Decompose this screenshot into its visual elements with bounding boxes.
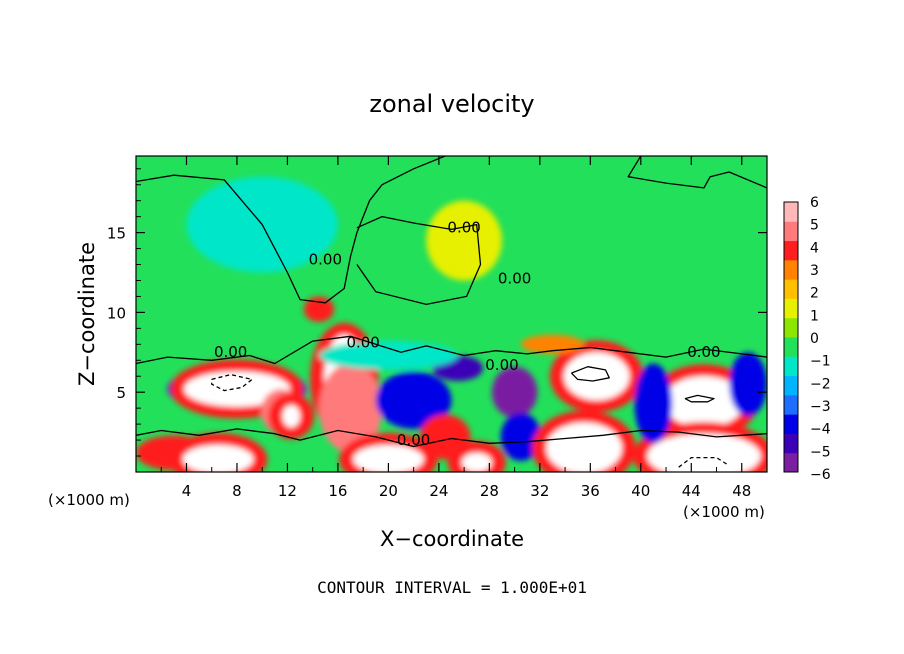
contour-line (356, 215, 482, 306)
colorbar-segment (784, 356, 798, 377)
colorbar-tick-label: −5 (810, 444, 831, 460)
contour-line (570, 366, 610, 382)
velocity-cell (282, 404, 301, 428)
velocity-cell (461, 452, 492, 472)
velocity-cell (500, 412, 542, 461)
velocity-cell (729, 352, 767, 417)
colorbar-tick-label: −2 (810, 376, 831, 392)
velocity-cell (303, 296, 335, 322)
velocity-cell (375, 371, 452, 429)
colorbar-tick-label: −4 (810, 422, 831, 438)
colorbar-segment (784, 394, 798, 415)
y-tick-label: 5 (116, 384, 126, 402)
colorbar-tick-label: −1 (810, 354, 831, 370)
colorbar-segment (784, 375, 798, 396)
colorbar-tick-label: 6 (810, 195, 819, 211)
chart-title: zonal velocity (369, 90, 534, 118)
y-tick-label: 15 (107, 225, 126, 243)
x-tick-label: 48 (732, 482, 751, 500)
colorbar-tick-label: 3 (810, 263, 819, 279)
colorbar-segment (784, 221, 798, 242)
x-tick-label: 20 (379, 482, 398, 500)
contour-label: 0.00 (346, 334, 379, 352)
contour-interval-footer: CONTOUR INTERVAL = 1.000E+01 (317, 578, 587, 597)
y-axis-label: Z−coordinate (75, 242, 99, 386)
x-tick-label: 8 (232, 482, 242, 500)
colorbar-segment (784, 317, 798, 338)
plot-frame (135, 155, 768, 473)
velocity-cell (353, 444, 424, 472)
contour-label: 0.00 (447, 219, 480, 237)
colorbar-segment (784, 202, 798, 222)
contour-label: 0.00 (687, 343, 720, 361)
colorbar-segment (784, 337, 798, 357)
colorbar-segment (784, 433, 798, 454)
colorbar-segment (784, 298, 798, 319)
x-axis-label: X−coordinate (380, 527, 524, 551)
contour-line (136, 156, 446, 304)
negative-contour-line (678, 456, 730, 468)
plot-area: 0.00 0.00 0.00 0.00 0.00 0.00 0.00 0.00 (136, 156, 767, 472)
velocity-cell (318, 363, 383, 453)
x-tick-label: 16 (328, 482, 347, 500)
velocity-cell (183, 371, 290, 407)
velocity-cell (647, 433, 761, 472)
velocity-cell (563, 352, 630, 401)
colorbar-tick-label: 1 (810, 308, 819, 324)
x-axis-unit-right: (×1000 m) (683, 503, 765, 521)
contour-label: 0.00 (485, 356, 518, 374)
contour-line (627, 156, 767, 189)
colorbar-frame (783, 201, 799, 473)
colorbar-tick-label: −3 (810, 399, 831, 415)
velocity-cell (182, 444, 254, 472)
x-tick-label: 24 (429, 482, 448, 500)
colorbar-segment (784, 259, 798, 280)
contour-label: 0.00 (309, 251, 342, 269)
velocity-cell (318, 341, 458, 370)
colorbar-segment (784, 452, 798, 473)
x-tick-label: 36 (581, 482, 600, 500)
x-tick-label: 4 (182, 482, 192, 500)
x-tick-label: 28 (480, 482, 499, 500)
x-tick-label: 12 (278, 482, 297, 500)
colorbar-tick-label: 5 (810, 218, 819, 234)
colorbar-segment (784, 414, 798, 434)
x-axis-unit-left: (×1000 m) (48, 491, 130, 509)
colorbar-tick-label: 4 (810, 240, 819, 256)
velocity-cell (419, 414, 471, 460)
colorbar-segment (784, 240, 798, 261)
contour-label: 0.00 (498, 270, 531, 288)
colorbar-tick-label: −6 (810, 467, 831, 483)
velocity-cell (546, 422, 622, 472)
y-tick-label: 10 (107, 304, 126, 322)
contour-line (684, 394, 715, 403)
x-tick-label: 32 (530, 482, 549, 500)
contour-line (136, 335, 767, 365)
velocity-cell (426, 200, 502, 281)
contour-line (136, 428, 767, 448)
colorbar-tick-label: 0 (810, 331, 819, 347)
colorbar-segment (784, 279, 798, 299)
contour-label: 0.00 (397, 431, 430, 449)
velocity-cell (634, 363, 673, 444)
colorbar: 6 5 4 3 2 1 0 −1 −2 −3 −4 −5 −6 (783, 195, 831, 483)
negative-contour-line (211, 373, 253, 392)
x-tick-label: 44 (682, 482, 701, 500)
velocity-cell (491, 366, 538, 418)
colorbar-tick-label: 2 (810, 286, 819, 302)
x-tick-label: 40 (631, 482, 650, 500)
contour-label: 0.00 (214, 343, 247, 361)
